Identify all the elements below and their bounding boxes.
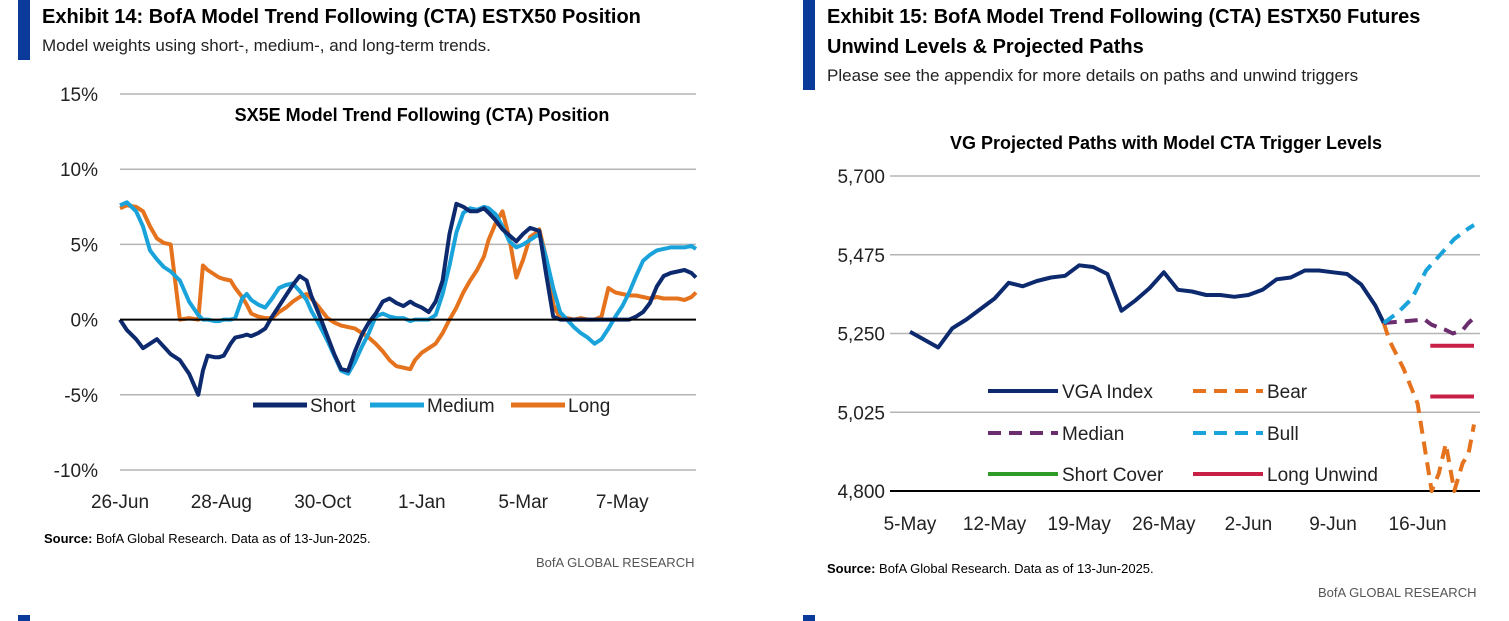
x-tick-label: 19-May	[1048, 514, 1112, 535]
exhibit-14-bottom-accent	[18, 615, 30, 621]
series-line-long	[119, 203, 698, 372]
series-line-vga-index	[909, 263, 1386, 350]
exhibit-15-title-line2: Unwind Levels & Projected Paths	[827, 36, 1144, 58]
y-tick-label: 5%	[71, 235, 99, 256]
exhibit-14-credit: BofA GLOBAL RESEARCH	[536, 555, 695, 570]
exhibit-15-credit: BofA GLOBAL RESEARCH	[1318, 585, 1477, 600]
legend-label-short: Short	[310, 396, 356, 417]
legend-label-medium: Medium	[427, 396, 495, 417]
x-tick-label: 16-Jun	[1389, 514, 1447, 535]
exhibit-14-title: Exhibit 14: BofA Model Trend Following (…	[42, 6, 641, 28]
legend-label-short-cover: Short Cover	[1062, 465, 1164, 486]
exhibit-14-panel: Exhibit 14: BofA Model Trend Following (…	[0, 0, 720, 621]
x-tick-label: 26-Jun	[91, 492, 149, 513]
x-tick-label: 5-Mar	[498, 492, 548, 513]
x-tick-label: 2-Jun	[1225, 514, 1273, 535]
x-tick-label: 28-Aug	[191, 492, 252, 513]
x-tick-label: 12-May	[963, 514, 1027, 535]
y-tick-label: 10%	[60, 160, 98, 181]
series-line-short	[118, 201, 698, 397]
exhibit-15-bottom-accent	[803, 615, 815, 621]
y-tick-label: 5,025	[837, 403, 885, 424]
exhibit-15-accent-bar	[803, 0, 815, 90]
legend-label-median: Median	[1062, 424, 1124, 445]
exhibit-15-subtitle: Please see the appendix for more details…	[827, 66, 1359, 85]
y-tick-label: -5%	[64, 386, 98, 407]
exhibit-15-source-label: Source:	[827, 561, 876, 576]
legend-label-vga-index: VGA Index	[1062, 382, 1153, 403]
exhibit-15-source: Source: BofA Global Research. Data as of…	[827, 561, 1154, 576]
y-tick-label: 5,250	[837, 325, 885, 346]
chart-14-svg: 15% 10% 5% 0% -5% -10% 26-Jun 28-Aug 30-Oct 1-Jan…	[54, 85, 698, 513]
exhibit-15-source-text: BofA Global Research. Data as of 13-Jun-…	[879, 561, 1154, 576]
exhibit-14-source-label: Source:	[44, 531, 93, 546]
legend-label-long-unwind: Long Unwind	[1267, 465, 1378, 486]
y-tick-label: 5,475	[837, 246, 885, 267]
series-line-bear	[1381, 322, 1476, 493]
chart-title: SX5E Model Trend Following (CTA) Positio…	[235, 105, 610, 125]
y-tick-label: 4,800	[837, 482, 885, 503]
x-tick-label: 9-Jun	[1309, 514, 1357, 535]
x-tick-label: 5-May	[884, 514, 937, 535]
y-tick-label: -10%	[54, 461, 98, 482]
exhibit-14-source: Source: BofA Global Research. Data as of…	[44, 531, 371, 546]
x-tick-label: 30-Oct	[294, 492, 352, 513]
exhibit-14-subtitle: Model weights using short-, medium-, and…	[42, 36, 491, 55]
legend-label-bull: Bull	[1267, 424, 1299, 445]
exhibit-14-source-text: BofA Global Research. Data as of 13-Jun-…	[96, 531, 371, 546]
x-tick-label: 7-May	[596, 492, 649, 513]
y-tick-label: 5,700	[837, 167, 885, 188]
series-line-median	[1383, 316, 1476, 336]
legend-label-long: Long	[568, 396, 610, 417]
series-line-bull	[1382, 223, 1476, 325]
x-tick-label: 26-May	[1132, 514, 1196, 535]
exhibit-15-panel: Exhibit 15: BofA Model Trend Following (…	[800, 0, 1509, 621]
chart-title: VG Projected Paths with Model CTA Trigge…	[950, 133, 1382, 153]
y-tick-label: 15%	[60, 85, 98, 106]
legend-label-bear: Bear	[1267, 382, 1308, 403]
y-tick-label: 0%	[71, 311, 99, 332]
exhibit-15-title-line1: Exhibit 15: BofA Model Trend Following (…	[827, 6, 1421, 28]
chart-15-svg: 5,700 5,475 5,250 5,025 4,800 5-May 12-May 19-M…	[837, 133, 1480, 535]
x-tick-label: 1-Jan	[398, 492, 446, 513]
exhibit-14-accent-bar	[18, 0, 30, 60]
